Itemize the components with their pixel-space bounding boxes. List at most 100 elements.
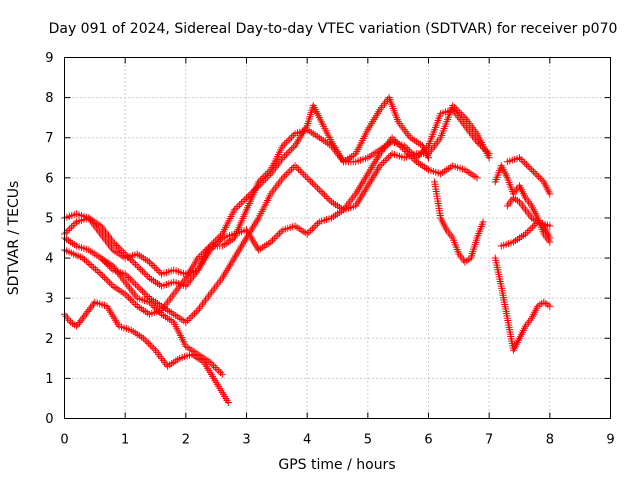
data-point-marker [121,290,129,298]
data-point-marker [416,150,424,158]
data-point-marker [272,233,280,241]
data-point-marker [307,177,315,185]
axis-ticks [64,57,611,419]
data-point-marker [267,238,275,246]
data-point-marker [315,186,323,194]
y-tick-label: 0 [45,412,53,427]
data-point-marker [279,142,287,150]
data-point-marker [84,259,92,267]
data-point-marker [248,189,256,197]
data-point-marker [102,275,110,283]
series-track-4 [61,94,432,318]
data-point-marker [130,259,138,267]
data-point-marker [97,270,105,278]
data-point-marker [275,229,283,237]
data-point-marker [308,225,316,233]
data-point-marker [478,143,486,151]
y-tick-label: 6 [45,171,53,186]
data-point-marker [244,192,252,200]
data-point-marker [321,191,328,199]
data-point-marker [111,240,119,248]
data-point-marker [147,260,155,268]
data-point-marker [189,311,197,319]
x-tick-label: 9 [606,433,614,448]
data-point-marker [521,159,529,167]
data-point-marker [82,257,90,265]
data-point-marker [409,150,417,158]
data-point-marker [151,263,159,271]
data-point-marker [538,176,546,184]
data-point-marker [475,139,483,147]
data-point-marker [135,284,143,292]
data-point-marker [376,162,384,170]
data-point-marker [182,318,190,326]
data-point-marker [217,232,224,240]
data-point-marker [253,184,261,192]
data-point-marker [535,173,543,181]
data-point-marker [201,247,209,255]
series-track-8 [491,254,554,354]
data-point-marker [480,145,488,153]
x-tick-label: 6 [424,433,432,448]
data-point-marker [224,398,232,406]
data-point-marker [156,308,164,316]
data-point-marker [288,165,296,173]
data-point-marker [210,362,218,370]
data-point-marker [530,221,538,229]
data-point-marker [286,147,294,155]
data-point-marker [192,308,200,316]
data-point-marker [95,268,103,276]
data-point-marker [378,160,386,168]
data-point-marker [281,152,289,160]
data-point-marker [125,294,133,302]
data-point-marker [114,243,122,251]
chart-title: Day 091 of 2024, Sidereal Day-to-day VTE… [49,21,618,37]
series-track-6 [97,254,226,378]
data-point-marker [104,277,112,285]
data-point-marker [284,137,292,145]
data-point-marker [142,291,150,299]
series-track-7 [431,178,487,266]
data-point-marker [116,245,124,253]
data-point-marker [121,270,129,278]
x-tick-label: 8 [546,433,554,448]
data-point-marker [210,239,218,247]
data-point-marker [126,295,134,303]
data-point-marker [236,201,244,209]
data-point-marker [425,154,432,162]
x-tick-label: 4 [303,433,311,448]
data-point-marker [400,142,408,150]
data-point-marker [128,297,136,305]
series-track-1 [61,102,493,326]
data-point-marker [386,151,394,159]
data-point-marker [307,227,315,235]
data-point-marker [379,158,387,166]
data-point-marker [194,254,202,262]
data-point-marker [260,177,268,185]
data-point-marker [529,168,537,176]
data-point-marker [483,148,491,156]
data-point-marker [312,221,320,229]
data-point-marker [137,286,145,294]
data-point-marker [279,174,287,182]
data-point-marker [546,222,554,230]
data-point-marker [308,179,316,187]
data-point-marker [152,265,160,273]
data-point-marker [269,236,276,244]
data-point-marker [522,230,530,238]
data-point-marker [199,249,207,257]
data-point-marker [522,161,530,169]
x-tick-label: 0 [60,433,68,448]
data-point-marker [284,169,292,177]
data-point-marker [128,277,136,285]
data-point-marker [326,196,334,204]
data-point-marker [295,165,302,173]
data-point-marker [288,133,296,141]
data-point-marker [258,178,266,186]
y-tick-label: 9 [45,51,53,66]
data-point-marker [251,185,259,193]
data-point-marker [256,180,264,188]
data-point-marker [473,138,481,146]
data-point-marker [135,264,143,272]
